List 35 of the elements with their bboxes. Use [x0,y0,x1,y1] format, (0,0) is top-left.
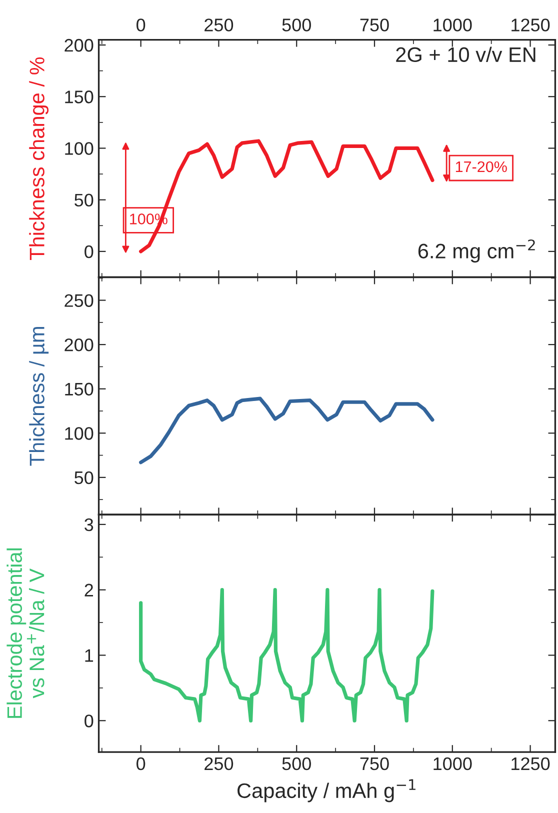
x2-tick-label: 0 [136,18,146,32]
y-tick-label: 100 [65,142,94,155]
y-tick-label: 150 [65,90,94,104]
x-axis-title: Capacity / mAh g$^{−1}$ [238,779,416,802]
y-tick-label: 2 [84,584,93,596]
y-tick-label: 100 [65,427,94,440]
y-tick-label: 250 [64,294,94,307]
y-axis-title: Thickness change / % [29,57,49,260]
annotation: 17-20% [456,161,507,172]
y-tick-label: 0 [84,714,94,728]
annotation: 2G + 10 v/v EN [396,46,536,62]
y-tick-label: 3 [84,518,94,532]
y-axis-title: Thickness / µm [29,327,49,466]
y-tick-label: 50 [74,194,94,207]
y-tick-label: 200 [64,338,94,352]
x2-tick-label: 500 [282,18,311,32]
x2-tick-label: 250 [204,18,234,32]
y-axis-title: Electrode potential vs Na$^{+}$/Na / V [6,548,44,718]
y-tick-label: 150 [65,382,94,396]
x-tick-label: 500 [282,757,311,770]
line-series [139,588,434,722]
x-tick-label: 1000 [434,757,472,770]
x2-tick-label: 1000 [434,18,472,32]
y-tick-label: 0 [84,245,94,258]
x2-tick-label: 1250 [512,18,550,32]
annotation: 6.2 mg cm$^{−2}$ [418,239,535,263]
x-tick-label: 1250 [512,757,550,770]
x-tick-label: 750 [360,757,389,770]
x-tick-label: 250 [204,757,234,770]
line-series [139,396,434,464]
y-tick-label: 1 [85,649,94,662]
y-tick-label: 50 [74,471,94,484]
x2-tick-label: 750 [360,18,389,32]
y-tick-label: 200 [64,38,94,52]
x-tick-label: 0 [136,757,146,770]
